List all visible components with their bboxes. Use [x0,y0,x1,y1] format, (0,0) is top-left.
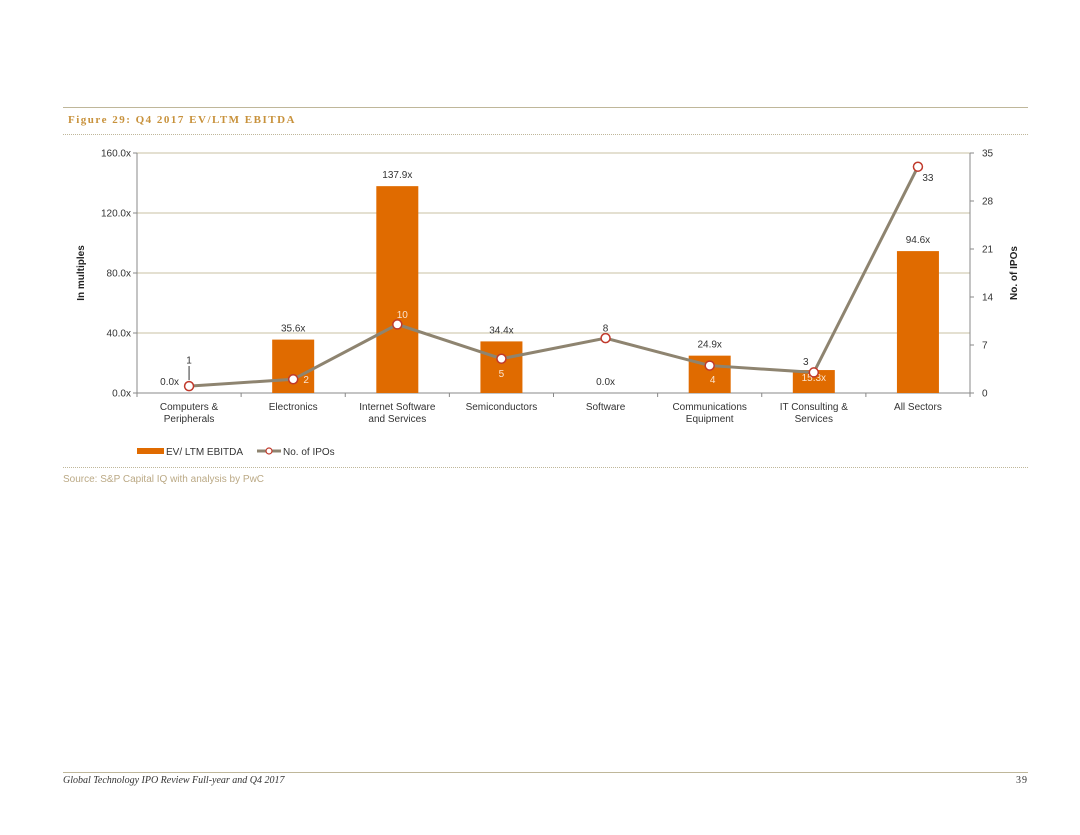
y2-tick-label: 7 [982,341,988,352]
bar [376,186,419,393]
ipo-count-marker [496,353,507,364]
x-category-label: Peripherals [164,414,215,425]
bar [896,251,939,393]
x-category-label: Internet Software [359,402,436,413]
line-data-label: 4 [710,375,716,386]
bar [792,370,835,393]
x-category-label: Equipment [686,414,734,425]
y2-tick-label: 21 [982,245,994,256]
legend-line-label: No. of IPOs [283,447,335,458]
y-axis-title: In multiples [76,245,87,301]
bar-data-label: 15.3x [802,373,826,384]
legend-line-marker [265,447,273,455]
x-category-label: All Sectors [894,402,942,413]
line-data-label: 3 [803,357,809,368]
y2-tick-label: 35 [982,149,994,160]
x-category-label: IT Consulting & [780,402,849,413]
ipo-count-marker [287,374,299,385]
page-number: 39 [1016,775,1028,786]
ipo-count-marker [808,367,820,378]
ipo-count-marker [912,161,924,172]
bar-data-label: 24.9x [697,340,721,351]
bar-data-label: 94.6x [906,235,930,246]
x-category-label: and Services [368,414,426,425]
bar [480,341,523,393]
footer-document-title: Global Technology IPO Review Full-year a… [63,775,285,786]
ipo-count-marker [704,360,715,371]
x-category-label: Software [586,402,626,413]
y-tick-label: 40.0x [107,329,131,340]
y-tick-label: 120.0x [101,209,131,220]
bar-data-label: 34.4x [489,325,513,336]
x-category-label: Computers & [160,402,219,413]
legend-bar-swatch [137,448,164,454]
ipo-count-marker [392,319,403,330]
y2-tick-label: 28 [982,197,994,208]
line-data-label: 8 [603,324,609,335]
x-category-label: Communications [672,402,746,413]
y-tick-label: 0.0x [112,389,131,400]
bar-data-label: 0.0x [160,377,179,388]
y2-tick-label: 14 [982,293,994,304]
x-category-label: Services [795,414,833,425]
line-data-label: 10 [397,310,409,321]
line-data-label: 33 [922,173,934,184]
title-top-rule [63,107,1028,108]
bar-data-label: 0.0x [596,377,615,388]
ipo-count-marker [600,332,611,344]
bar-data-label: 137.9x [382,170,412,181]
line-data-label: 5 [499,369,505,380]
legend-bar-label: EV/ LTM EBITDA [166,447,243,458]
bar-data-label: 35.6x [281,324,305,335]
x-category-label: Electronics [269,402,318,413]
ipo-count-marker [183,380,195,392]
y2-axis-title: No. of IPOs [1009,246,1020,300]
footer-rule [63,772,1028,773]
y-tick-label: 80.0x [107,269,131,280]
x-category-label: Semiconductors [466,402,538,413]
source-top-rule [63,467,1028,468]
line-data-label: 2 [303,375,309,386]
y2-tick-label: 0 [982,389,988,400]
y-tick-label: 160.0x [101,149,131,160]
line-data-label: 1 [186,356,192,367]
title-bottom-rule [63,134,1028,135]
figure-title: Figure 29: Q4 2017 EV/LTM EBITDA [68,114,296,126]
ipo-count-line [188,166,920,388]
source-note: Source: S&P Capital IQ with analysis by … [63,474,265,485]
